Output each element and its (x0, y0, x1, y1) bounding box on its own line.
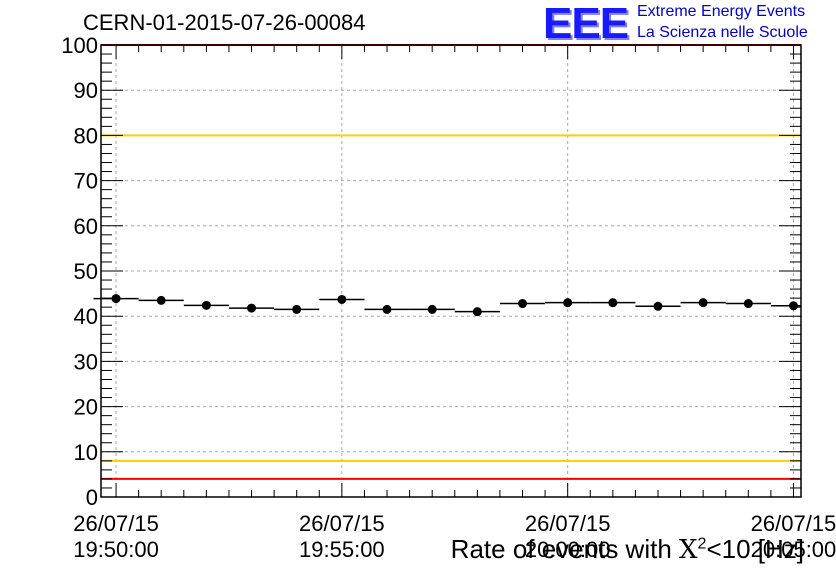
data-point (698, 298, 708, 308)
y-tick-label: 10 (74, 440, 98, 465)
x-axis-label: Rate of events with X2<10 [Hz] (451, 534, 804, 565)
x-axis-label-suffix: <10 [Hz] (706, 534, 804, 564)
x-tick-label-date: 26/07/15 (73, 511, 159, 536)
y-tick-label: 70 (74, 169, 98, 194)
org-name-line1: Extreme Energy Events (637, 3, 806, 20)
data-points (93, 294, 801, 317)
y-tick-label: 50 (74, 259, 98, 284)
axis-ticks (101, 44, 801, 498)
reference-lines (101, 44, 801, 480)
tick-labels: 010203040506070809010026/07/1519:50:0026… (61, 33, 836, 562)
x-tick-label-time: 19:55:00 (299, 537, 385, 562)
y-tick-label: 40 (74, 304, 98, 329)
x-tick-label-date: 26/07/15 (299, 511, 385, 536)
data-point (427, 304, 437, 314)
y-tick-label: 80 (74, 123, 98, 148)
x-axis-label-prefix: Rate of events with (450, 534, 680, 564)
data-point (247, 303, 257, 313)
y-tick-label: 90 (74, 78, 98, 103)
x-axis-label-chi: X (679, 535, 698, 565)
data-point (382, 304, 392, 314)
data-point (111, 294, 121, 304)
data-point (653, 301, 663, 311)
data-point (337, 294, 347, 304)
org-name-line2: La Scienza nelle Scuole (637, 24, 808, 41)
data-point (563, 298, 573, 308)
data-point (518, 299, 528, 309)
eee-logo: EEE (543, 0, 629, 48)
data-point (788, 301, 798, 311)
data-point (608, 298, 618, 308)
x-tick-label-time: 20:00:00 (525, 537, 611, 562)
data-point (201, 300, 211, 310)
grid-layer (101, 45, 801, 497)
x-tick-label-date: 26/07/15 (751, 511, 836, 536)
run-id-title: CERN-01-2015-07-26-00084 (83, 10, 366, 35)
x-axis-label-sup: 2 (697, 535, 707, 553)
data-point (743, 299, 753, 309)
y-tick-label: 60 (74, 214, 98, 239)
y-tick-label: 100 (61, 33, 98, 58)
data-point (472, 307, 482, 317)
x-tick-label-time: 19:50:00 (73, 537, 159, 562)
y-tick-label: 30 (74, 349, 98, 374)
data-point (292, 304, 302, 314)
data-point (156, 295, 166, 305)
y-tick-label: 20 (74, 395, 98, 420)
x-tick-label-date: 26/07/15 (525, 511, 611, 536)
x-tick-label-time: 20:05:00 (751, 537, 836, 562)
y-tick-label: 0 (86, 485, 98, 510)
